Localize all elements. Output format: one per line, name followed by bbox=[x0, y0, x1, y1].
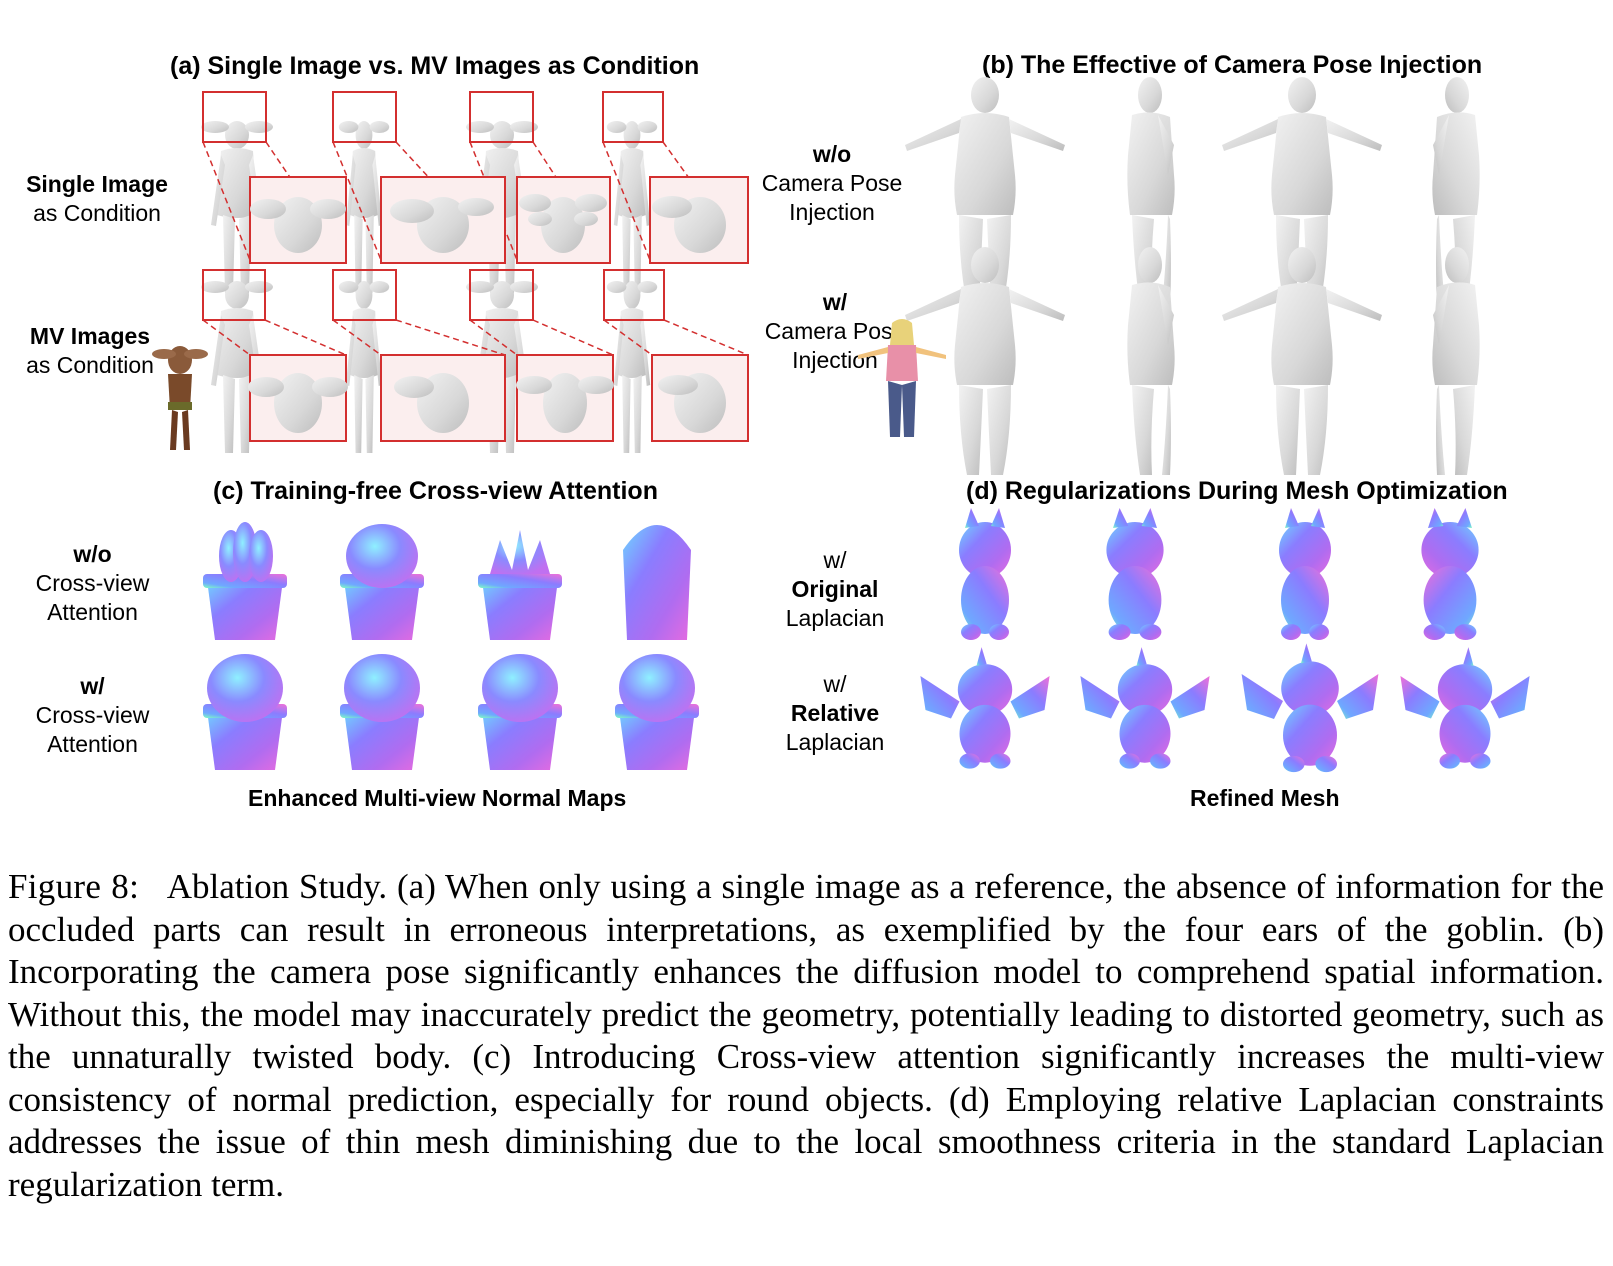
dragon-original-view3 bbox=[1279, 508, 1331, 640]
row-label-line2: Camera Pose bbox=[761, 170, 903, 196]
row-label-line3: Attention bbox=[47, 599, 138, 625]
woman-reference-image bbox=[858, 319, 946, 437]
panel-b-row-with-label: w/ Camera Pose Injection bbox=[760, 288, 910, 375]
row-label-line2: Cross-view bbox=[35, 702, 150, 728]
row-label-line1: w/ bbox=[823, 547, 847, 573]
cactus-without-view4 bbox=[623, 525, 691, 640]
row-label-normal: as Condition bbox=[26, 352, 154, 378]
mesh-mv-view4 bbox=[606, 281, 658, 453]
panel-c-bottom-label: Enhanced Multi-view Normal Maps bbox=[248, 785, 627, 811]
woman-mesh-with-view3 bbox=[1222, 247, 1382, 475]
figure-label: Figure 8: bbox=[8, 867, 140, 906]
row-label-line3: Attention bbox=[47, 731, 138, 757]
panel-b-images bbox=[858, 77, 1480, 475]
panel-d-row-original-label: w/ Original Laplacian bbox=[770, 546, 900, 633]
row-label-line2: Camera Pose bbox=[764, 318, 906, 344]
cactus-with-view1 bbox=[203, 654, 287, 770]
row-label-bold: w/ bbox=[822, 289, 848, 315]
row-label-normal: as Condition bbox=[33, 200, 161, 226]
panel-d-title: (d) Regularizations During Mesh Optimiza… bbox=[966, 477, 1508, 505]
row-label-bold: w/o bbox=[73, 541, 112, 567]
dragon-original-view1 bbox=[959, 508, 1011, 640]
panel-b-row-without-label: w/o Camera Pose Injection bbox=[757, 140, 907, 227]
panel-a-row-mv-label: MV Images as Condition bbox=[10, 322, 170, 380]
figure-caption: Figure 8: Ablation Study. (a) When only … bbox=[8, 866, 1604, 1206]
cactus-with-view3 bbox=[478, 654, 562, 770]
dragon-relative-view4 bbox=[1400, 647, 1530, 769]
panel-b-title: (b) The Effective of Camera Pose Injecti… bbox=[982, 51, 1483, 79]
row-label-line3: Laplacian bbox=[785, 605, 885, 631]
row-label-bold: w/o bbox=[812, 141, 852, 167]
cactus-without-view1 bbox=[203, 522, 287, 640]
panel-d-images bbox=[920, 508, 1530, 773]
panel-a-title: (a) Single Image vs. MV Images as Condit… bbox=[170, 52, 700, 80]
row-label-bold: Relative bbox=[790, 700, 880, 726]
panel-a-row-single-label: Single Image as Condition bbox=[10, 170, 184, 228]
panel-c-row-without-label: w/o Cross-view Attention bbox=[15, 540, 170, 627]
row-label-bold: w/ bbox=[80, 673, 105, 699]
panel-c-images bbox=[203, 522, 699, 770]
row-label-line2: Cross-view bbox=[35, 570, 150, 596]
row-label-line1: w/ bbox=[823, 671, 847, 697]
dragon-original-view2 bbox=[1106, 508, 1164, 640]
row-label-bold: Original bbox=[791, 576, 879, 602]
cactus-with-view2 bbox=[340, 654, 424, 770]
woman-mesh-with-view1 bbox=[905, 247, 1065, 475]
dragon-relative-view2 bbox=[1080, 647, 1210, 769]
cactus-without-view2 bbox=[340, 524, 424, 640]
goblin-reference-image bbox=[152, 346, 208, 450]
dragon-relative-view3 bbox=[1241, 643, 1379, 773]
panel-c-title: (c) Training-free Cross-view Attention bbox=[213, 477, 658, 505]
dragon-relative-view1 bbox=[920, 647, 1050, 769]
cactus-without-view3 bbox=[478, 530, 562, 640]
caption-text: Ablation Study. (a) When only using a si… bbox=[8, 867, 1604, 1204]
row-label-line3: Injection bbox=[792, 347, 878, 373]
row-label-bold: MV Images bbox=[29, 323, 151, 349]
row-label-line3: Laplacian bbox=[785, 729, 885, 755]
row-label-line3: Injection bbox=[789, 199, 875, 225]
panel-d-bottom-label: Refined Mesh bbox=[1190, 785, 1340, 811]
panel-c-row-with-label: w/ Cross-view Attention bbox=[15, 672, 170, 759]
panel-a-images bbox=[152, 91, 749, 453]
panel-d-row-relative-label: w/ Relative Laplacian bbox=[770, 670, 900, 757]
row-label-bold: Single Image bbox=[26, 171, 168, 197]
cactus-with-view4 bbox=[615, 654, 699, 770]
dragon-original-view4 bbox=[1421, 508, 1479, 640]
